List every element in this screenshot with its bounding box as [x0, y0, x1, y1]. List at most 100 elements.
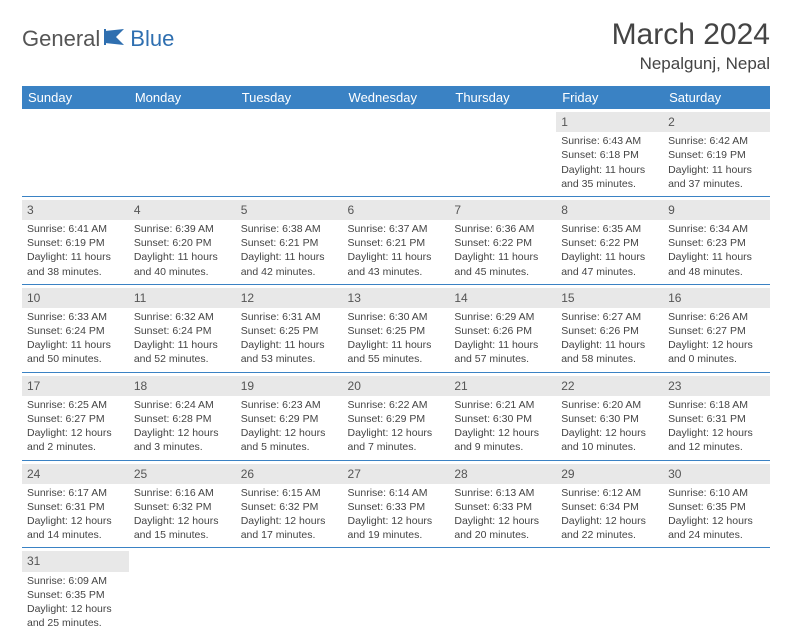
daylight-text: and 24 minutes.: [668, 528, 765, 542]
day-number: 2: [663, 112, 770, 132]
daylight-text: Daylight: 12 hours: [348, 514, 445, 528]
daylight-text: and 25 minutes.: [27, 616, 124, 630]
calendar-day-cell: 30Sunrise: 6:10 AMSunset: 6:35 PMDayligh…: [663, 460, 770, 548]
sunset-text: Sunset: 6:19 PM: [668, 148, 765, 162]
calendar-day-cell: 3Sunrise: 6:41 AMSunset: 6:19 PMDaylight…: [22, 196, 129, 284]
sunrise-text: Sunrise: 6:21 AM: [454, 398, 551, 412]
sunset-text: Sunset: 6:22 PM: [454, 236, 551, 250]
daylight-text: and 48 minutes.: [668, 265, 765, 279]
calendar-day-cell: 16Sunrise: 6:26 AMSunset: 6:27 PMDayligh…: [663, 284, 770, 372]
day-number: 22: [556, 376, 663, 396]
sunset-text: Sunset: 6:30 PM: [561, 412, 658, 426]
sunrise-text: Sunrise: 6:41 AM: [27, 222, 124, 236]
sunrise-text: Sunrise: 6:24 AM: [134, 398, 231, 412]
calendar-day-cell: 15Sunrise: 6:27 AMSunset: 6:26 PMDayligh…: [556, 284, 663, 372]
sunset-text: Sunset: 6:24 PM: [134, 324, 231, 338]
sunset-text: Sunset: 6:31 PM: [27, 500, 124, 514]
sunrise-text: Sunrise: 6:42 AM: [668, 134, 765, 148]
sunset-text: Sunset: 6:31 PM: [668, 412, 765, 426]
daylight-text: Daylight: 11 hours: [348, 250, 445, 264]
day-number: 1: [556, 112, 663, 132]
sunrise-text: Sunrise: 6:31 AM: [241, 310, 338, 324]
calendar-day-cell: [236, 109, 343, 196]
title-block: March 2024 Nepalgunj, Nepal: [612, 18, 770, 74]
page-header: General Blue March 2024 Nepalgunj, Nepal: [22, 18, 770, 74]
daylight-text: and 15 minutes.: [134, 528, 231, 542]
calendar-day-cell: 9Sunrise: 6:34 AMSunset: 6:23 PMDaylight…: [663, 196, 770, 284]
daylight-text: Daylight: 12 hours: [454, 426, 551, 440]
sunset-text: Sunset: 6:26 PM: [454, 324, 551, 338]
daylight-text: and 12 minutes.: [668, 440, 765, 454]
day-number: 21: [449, 376, 556, 396]
sunset-text: Sunset: 6:28 PM: [134, 412, 231, 426]
daylight-text: Daylight: 12 hours: [27, 514, 124, 528]
day-number: 24: [22, 464, 129, 484]
calendar-day-cell: 8Sunrise: 6:35 AMSunset: 6:22 PMDaylight…: [556, 196, 663, 284]
daylight-text: and 5 minutes.: [241, 440, 338, 454]
brand-part1: General: [22, 26, 100, 52]
calendar-day-cell: 5Sunrise: 6:38 AMSunset: 6:21 PMDaylight…: [236, 196, 343, 284]
sunrise-text: Sunrise: 6:12 AM: [561, 486, 658, 500]
daylight-text: Daylight: 12 hours: [668, 338, 765, 352]
calendar-day-cell: 14Sunrise: 6:29 AMSunset: 6:26 PMDayligh…: [449, 284, 556, 372]
sunset-text: Sunset: 6:22 PM: [561, 236, 658, 250]
sunrise-text: Sunrise: 6:18 AM: [668, 398, 765, 412]
sunset-text: Sunset: 6:19 PM: [27, 236, 124, 250]
daylight-text: and 58 minutes.: [561, 352, 658, 366]
calendar-day-cell: 21 Sunrise: 6:21 AMSunset: 6:30 PMDayligh…: [449, 372, 556, 460]
daylight-text: Daylight: 12 hours: [241, 426, 338, 440]
sunrise-text: Sunrise: 6:37 AM: [348, 222, 445, 236]
day-number: 11: [129, 288, 236, 308]
daylight-text: and 50 minutes.: [27, 352, 124, 366]
daylight-text: and 37 minutes.: [668, 177, 765, 191]
day-number: 8: [556, 200, 663, 220]
day-number: 30: [663, 464, 770, 484]
weekday-header: Friday: [556, 86, 663, 109]
sunset-text: Sunset: 6:18 PM: [561, 148, 658, 162]
calendar-day-cell: [129, 548, 236, 635]
daylight-text: and 9 minutes.: [454, 440, 551, 454]
calendar-day-cell: 22Sunrise: 6:20 AMSunset: 6:30 PMDayligh…: [556, 372, 663, 460]
daylight-text: and 45 minutes.: [454, 265, 551, 279]
sunset-text: Sunset: 6:25 PM: [348, 324, 445, 338]
daylight-text: Daylight: 11 hours: [241, 250, 338, 264]
calendar-day-cell: 12Sunrise: 6:31 AMSunset: 6:25 PMDayligh…: [236, 284, 343, 372]
sunrise-text: Sunrise: 6:33 AM: [27, 310, 124, 324]
calendar-day-cell: [343, 548, 450, 635]
daylight-text: Daylight: 11 hours: [561, 250, 658, 264]
daylight-text: Daylight: 11 hours: [241, 338, 338, 352]
calendar-day-cell: 23Sunrise: 6:18 AMSunset: 6:31 PMDayligh…: [663, 372, 770, 460]
daylight-text: Daylight: 11 hours: [668, 163, 765, 177]
sunrise-text: Sunrise: 6:25 AM: [27, 398, 124, 412]
calendar-day-cell: [449, 109, 556, 196]
day-number: 15: [556, 288, 663, 308]
location-label: Nepalgunj, Nepal: [612, 54, 770, 74]
daylight-text: Daylight: 11 hours: [134, 338, 231, 352]
sunset-text: Sunset: 6:33 PM: [348, 500, 445, 514]
sunset-text: Sunset: 6:29 PM: [348, 412, 445, 426]
flag-icon: [104, 28, 126, 51]
sunrise-text: Sunrise: 6:29 AM: [454, 310, 551, 324]
daylight-text: and 20 minutes.: [454, 528, 551, 542]
sunrise-text: Sunrise: 6:14 AM: [348, 486, 445, 500]
daylight-text: Daylight: 11 hours: [348, 338, 445, 352]
calendar-day-cell: 29Sunrise: 6:12 AMSunset: 6:34 PMDayligh…: [556, 460, 663, 548]
daylight-text: and 14 minutes.: [27, 528, 124, 542]
daylight-text: Daylight: 12 hours: [27, 602, 124, 616]
sunset-text: Sunset: 6:30 PM: [454, 412, 551, 426]
daylight-text: and 55 minutes.: [348, 352, 445, 366]
sunrise-text: Sunrise: 6:20 AM: [561, 398, 658, 412]
sunrise-text: Sunrise: 6:27 AM: [561, 310, 658, 324]
daylight-text: Daylight: 11 hours: [561, 338, 658, 352]
day-number: 31: [22, 551, 129, 571]
calendar-week-row: 17Sunrise: 6:25 AMSunset: 6:27 PMDayligh…: [22, 372, 770, 460]
sunrise-text: Sunrise: 6:38 AM: [241, 222, 338, 236]
daylight-text: Daylight: 11 hours: [27, 250, 124, 264]
sunrise-text: Sunrise: 6:09 AM: [27, 574, 124, 588]
calendar-week-row: 31Sunrise: 6:09 AMSunset: 6:35 PMDayligh…: [22, 548, 770, 635]
daylight-text: and 52 minutes.: [134, 352, 231, 366]
month-title: March 2024: [612, 18, 770, 52]
calendar-day-cell: 26Sunrise: 6:15 AMSunset: 6:32 PMDayligh…: [236, 460, 343, 548]
sunset-text: Sunset: 6:32 PM: [134, 500, 231, 514]
brand-logo: General Blue: [22, 26, 174, 52]
